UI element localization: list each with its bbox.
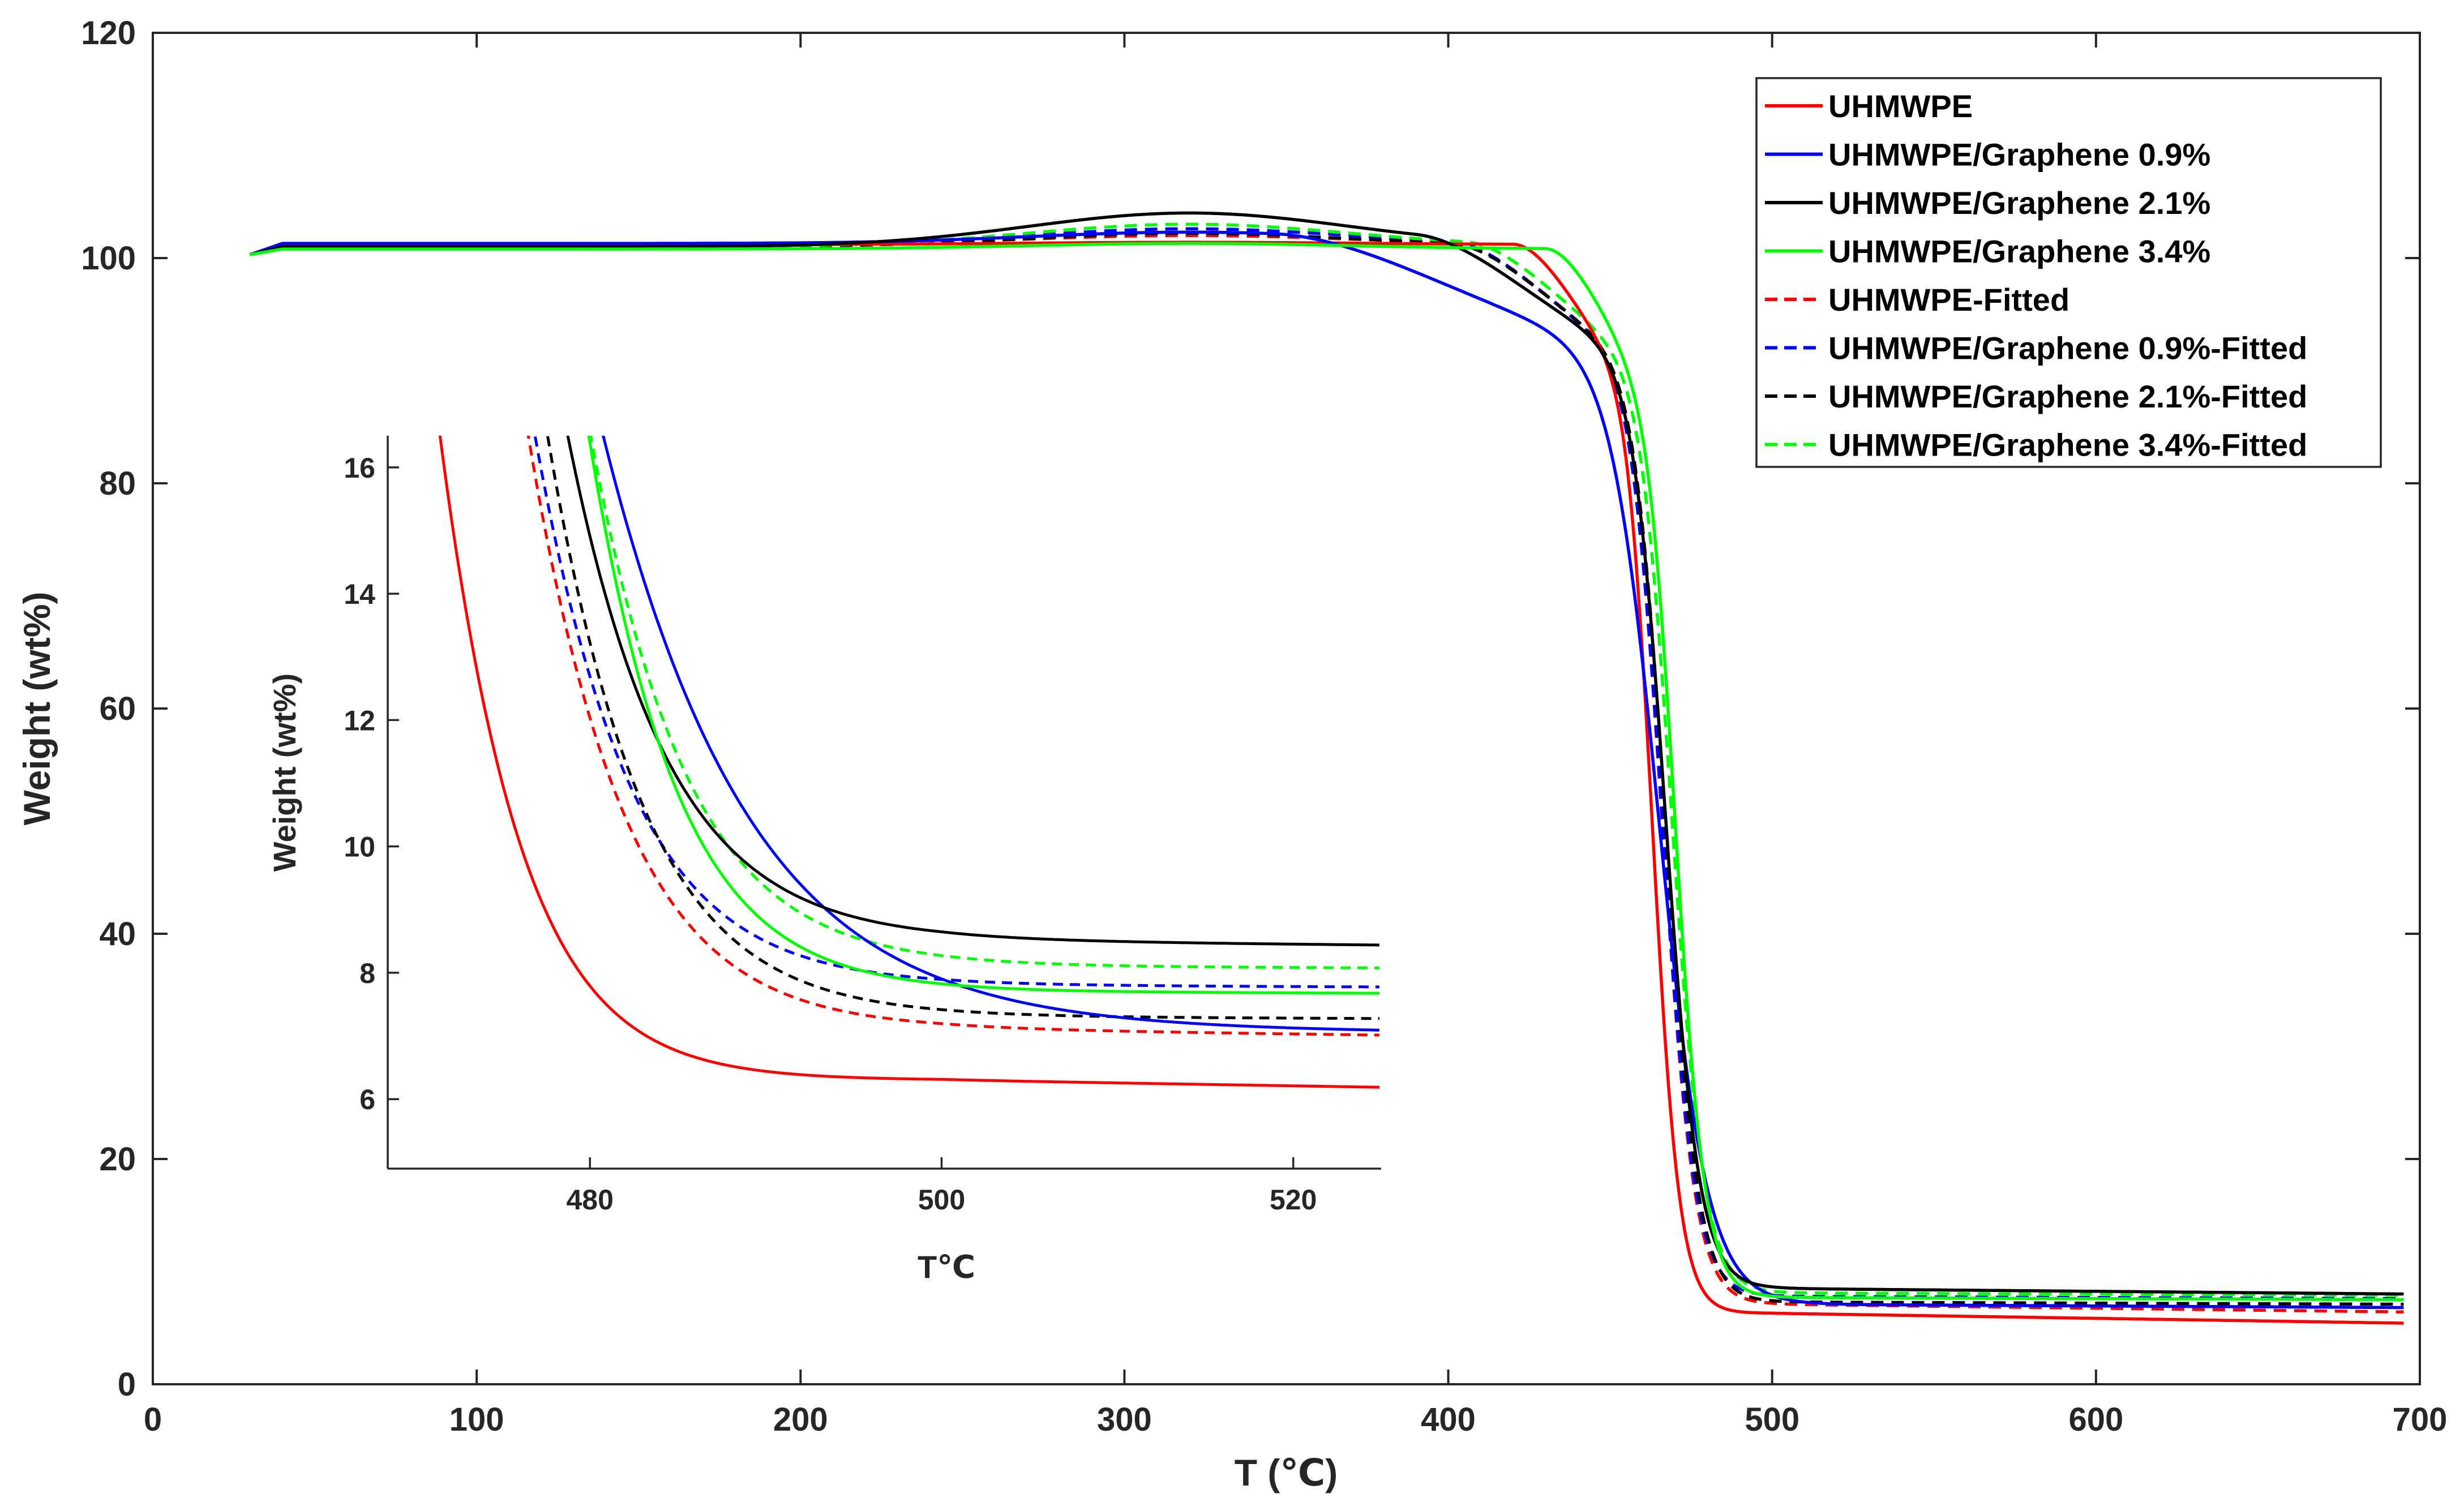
inset-y-tick-label: 16 <box>344 452 375 484</box>
inset-series-line-3 <box>587 436 1379 995</box>
inset-x-tick-label: 520 <box>1270 1184 1317 1216</box>
main-series-line-6 <box>249 231 2404 1306</box>
main-y-tick-label: 100 <box>81 240 136 277</box>
main-y-tick-label: 120 <box>81 15 136 51</box>
inset-y-tick-label: 8 <box>359 958 375 989</box>
main-y-tick-label: 20 <box>99 1141 136 1178</box>
main-x-axis-label: T (℃) <box>1235 1452 1338 1493</box>
main-x-tick-label: 0 <box>144 1401 162 1438</box>
legend-items: UHMWPE UHMWPE/Graphene 0.9% UHMWPE/Graphen… <box>1765 88 2307 463</box>
legend-entry-label: UHMWPE/Graphene 3.4%-Fitted <box>1828 427 2307 463</box>
inset-background <box>388 436 1381 1169</box>
legend-box <box>1755 77 2382 468</box>
inset-plot: 480 500 520 6 8 10 12 14 16 T℃ Weight (wt%) <box>267 436 1381 1285</box>
inset-series-line-6 <box>546 436 1379 1020</box>
inset-ticks: 480 500 520 6 8 10 12 14 16 <box>344 452 1317 1216</box>
inset-y-tick-label: 14 <box>344 578 375 610</box>
inset-y-tick-label: 10 <box>344 831 375 863</box>
inset-series <box>438 436 1379 1089</box>
legend: UHMWPE UHMWPE/Graphene 0.9% UHMWPE/Graphen… <box>1755 77 2382 468</box>
inset-series-line-7 <box>589 436 1379 969</box>
main-series-line-2 <box>249 211 2404 1296</box>
main-ticks: 0 100 200 300 400 500 600 700 0 20 40 60 80 100 120 <box>81 15 2447 1438</box>
inset-y-tick-label: 6 <box>359 1084 375 1115</box>
main-series <box>249 211 2404 1325</box>
main-x-tick-label: 300 <box>1097 1401 1152 1438</box>
main-y-tick-label: 80 <box>99 465 136 502</box>
main-x-tick-label: 100 <box>449 1401 504 1438</box>
main-y-tick-label: 0 <box>118 1366 136 1403</box>
legend-entry-label: UHMWPE <box>1828 88 1973 124</box>
inset-x-tick-label: 480 <box>566 1184 613 1216</box>
main-x-tick-label: 600 <box>2068 1401 2123 1438</box>
main-series-line-1 <box>249 230 2404 1310</box>
inset-x-tick-label: 500 <box>918 1184 965 1216</box>
inset-series-line-4 <box>526 436 1379 1037</box>
inset-series-line-5 <box>533 436 1379 989</box>
main-y-axis-label: Weight (wt%) <box>16 591 58 825</box>
inset-y-tick-label: 12 <box>344 705 375 736</box>
inset-series-line-1 <box>602 436 1379 1032</box>
main-x-tick-label: 500 <box>1745 1401 1799 1438</box>
main-series-line-3 <box>250 242 2404 1302</box>
main-x-tick-label: 700 <box>2393 1401 2448 1438</box>
main-y-tick-label: 40 <box>99 916 136 952</box>
inset-series-line-0 <box>438 436 1379 1089</box>
legend-entry-label: UHMWPE-Fitted <box>1828 282 2069 317</box>
legend-entry-label: UHMWPE/Graphene 0.9% <box>1828 137 2210 173</box>
legend-entry-label: UHMWPE/Graphene 2.1% <box>1828 185 2210 221</box>
legend-entry-label: UHMWPE/Graphene 0.9%-Fitted <box>1828 330 2307 366</box>
legend-entry-label: UHMWPE/Graphene 2.1%-Fitted <box>1828 379 2307 414</box>
main-x-tick-label: 400 <box>1421 1401 1476 1438</box>
main-series-line-7 <box>249 222 2404 1297</box>
main-y-tick-label: 60 <box>99 690 136 727</box>
inset-x-axis-label: T℃ <box>918 1249 975 1285</box>
inset-y-axis-label: Weight (wt%) <box>267 673 302 872</box>
inset-series-line-2 <box>566 436 1379 947</box>
legend-entry-label: UHMWPE/Graphene 3.4% <box>1828 234 2210 269</box>
main-x-tick-label: 200 <box>773 1401 828 1438</box>
